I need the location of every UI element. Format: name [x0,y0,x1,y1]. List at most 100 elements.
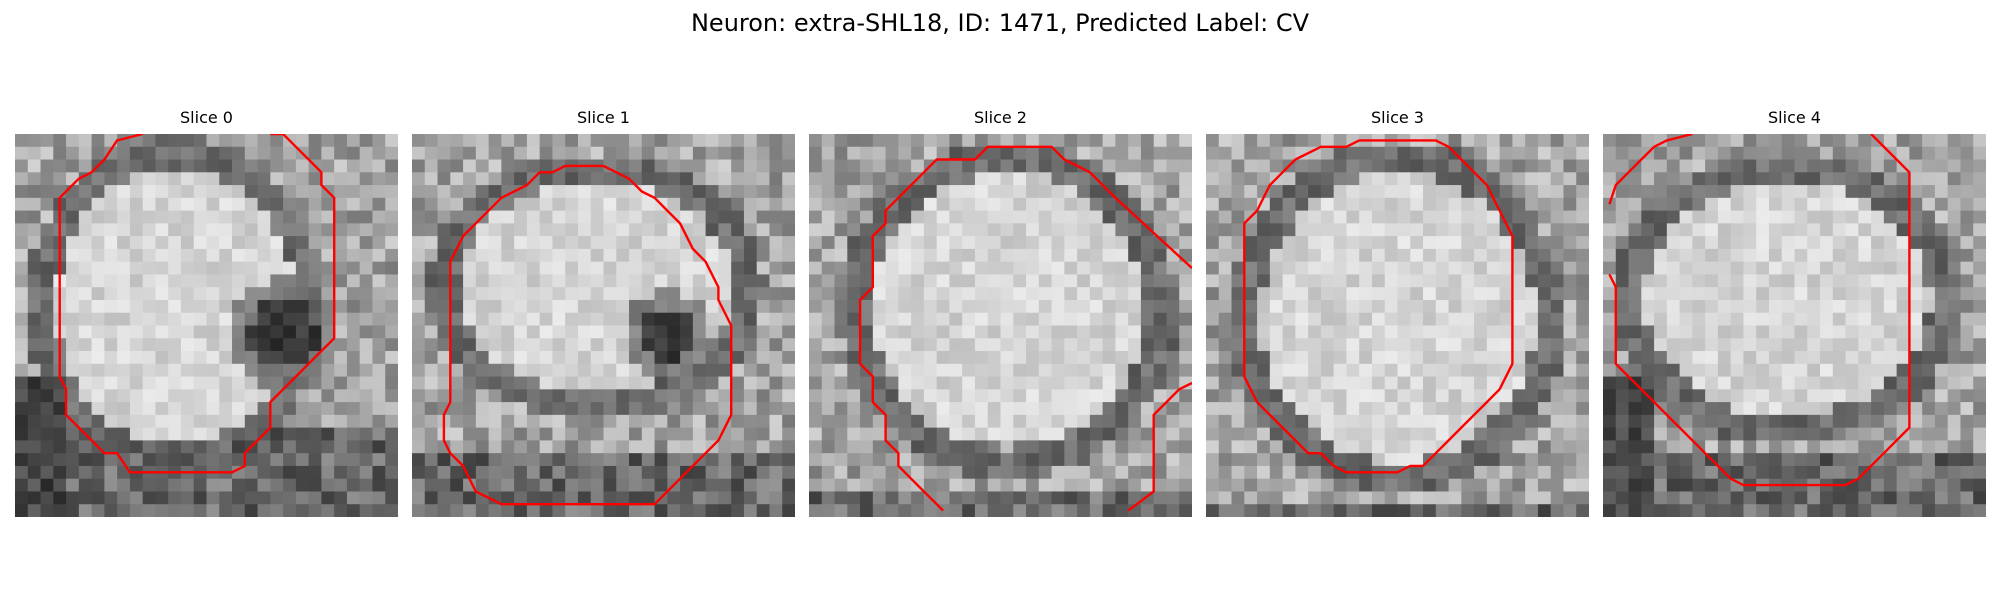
pixel [168,248,182,263]
pixel [180,312,195,327]
pixel [66,197,80,212]
pixel [1179,325,1192,339]
pixel [104,287,118,301]
pixel [283,504,297,517]
pixel [756,427,771,441]
pixel [577,146,592,161]
pixel [437,172,451,186]
pixel [1666,402,1681,416]
pixel [718,248,732,263]
pixel [1089,248,1104,263]
pixel [872,197,887,212]
pixel [1550,299,1565,314]
pixel [962,146,976,161]
pixel [1038,197,1053,212]
pixel [654,453,668,467]
pixel [1359,440,1373,454]
pixel [104,389,118,403]
pixel [936,414,951,429]
pixel [834,427,848,441]
pixel [667,440,681,454]
pixel [1206,363,1220,378]
pixel [1820,274,1834,288]
pixel [705,402,719,416]
pixel [1603,389,1617,403]
pixel [1947,159,1962,173]
pixel [898,427,912,441]
pixel [1102,261,1116,276]
pixel [898,159,912,173]
pixel [463,312,477,327]
pixel [1013,465,1027,480]
pixel [193,223,208,237]
pixel [1166,414,1180,429]
pixel [1550,274,1565,288]
pixel [1397,185,1411,199]
pixel [539,351,554,365]
pixel [974,210,989,224]
pixel [667,223,681,237]
pixel [1550,453,1565,467]
pixel [898,287,912,301]
pixel [372,223,386,237]
pixel [577,287,592,301]
pixel [1947,248,1962,263]
pixel [53,453,67,467]
pixel [565,338,579,352]
pixel [1679,146,1693,161]
pixel [40,402,54,416]
pixel [782,197,795,212]
pixel [244,325,259,339]
pixel [91,312,105,327]
pixel [1768,185,1783,199]
pixel [463,491,477,505]
pixel [1038,478,1053,493]
pixel [1102,299,1116,314]
pixel [1909,376,1923,390]
pixel [1641,363,1655,378]
pixel [1179,440,1192,454]
pixel [1525,185,1539,199]
pixel [1934,172,1949,186]
pixel [1077,325,1091,339]
pixel [142,389,157,403]
pixel [244,453,259,467]
pixel [1244,363,1258,378]
pixel [1371,185,1386,199]
pixel [1013,287,1027,301]
pixel [1218,223,1233,237]
pixel [1743,465,1757,480]
pixel [501,223,515,237]
pixel [1410,325,1424,339]
pixel [1550,478,1565,493]
pixel [1960,414,1974,429]
pixel [424,440,439,454]
pixel [629,491,643,505]
pixel [1371,274,1386,288]
pixel [1641,287,1655,301]
pixel [1499,223,1513,237]
pixel [1576,491,1589,505]
pixel [1359,159,1373,173]
pixel [1615,223,1630,237]
pixel [1960,312,1974,327]
pixel [743,338,758,352]
pixel [1832,287,1847,301]
pixel [1730,197,1745,212]
pixel [705,363,719,378]
pixel [1794,414,1808,429]
pixel [1845,440,1859,454]
pixel [424,134,439,148]
pixel [705,261,719,276]
pixel [1218,248,1233,263]
pixel [949,287,963,301]
pixel [809,236,823,250]
pixel [437,274,451,288]
pixel [847,248,861,263]
pixel [15,363,29,378]
pixel [1038,236,1053,250]
pixel [1295,402,1309,416]
pixel [1820,146,1834,161]
pixel [1486,210,1501,224]
pixel [1781,134,1796,148]
